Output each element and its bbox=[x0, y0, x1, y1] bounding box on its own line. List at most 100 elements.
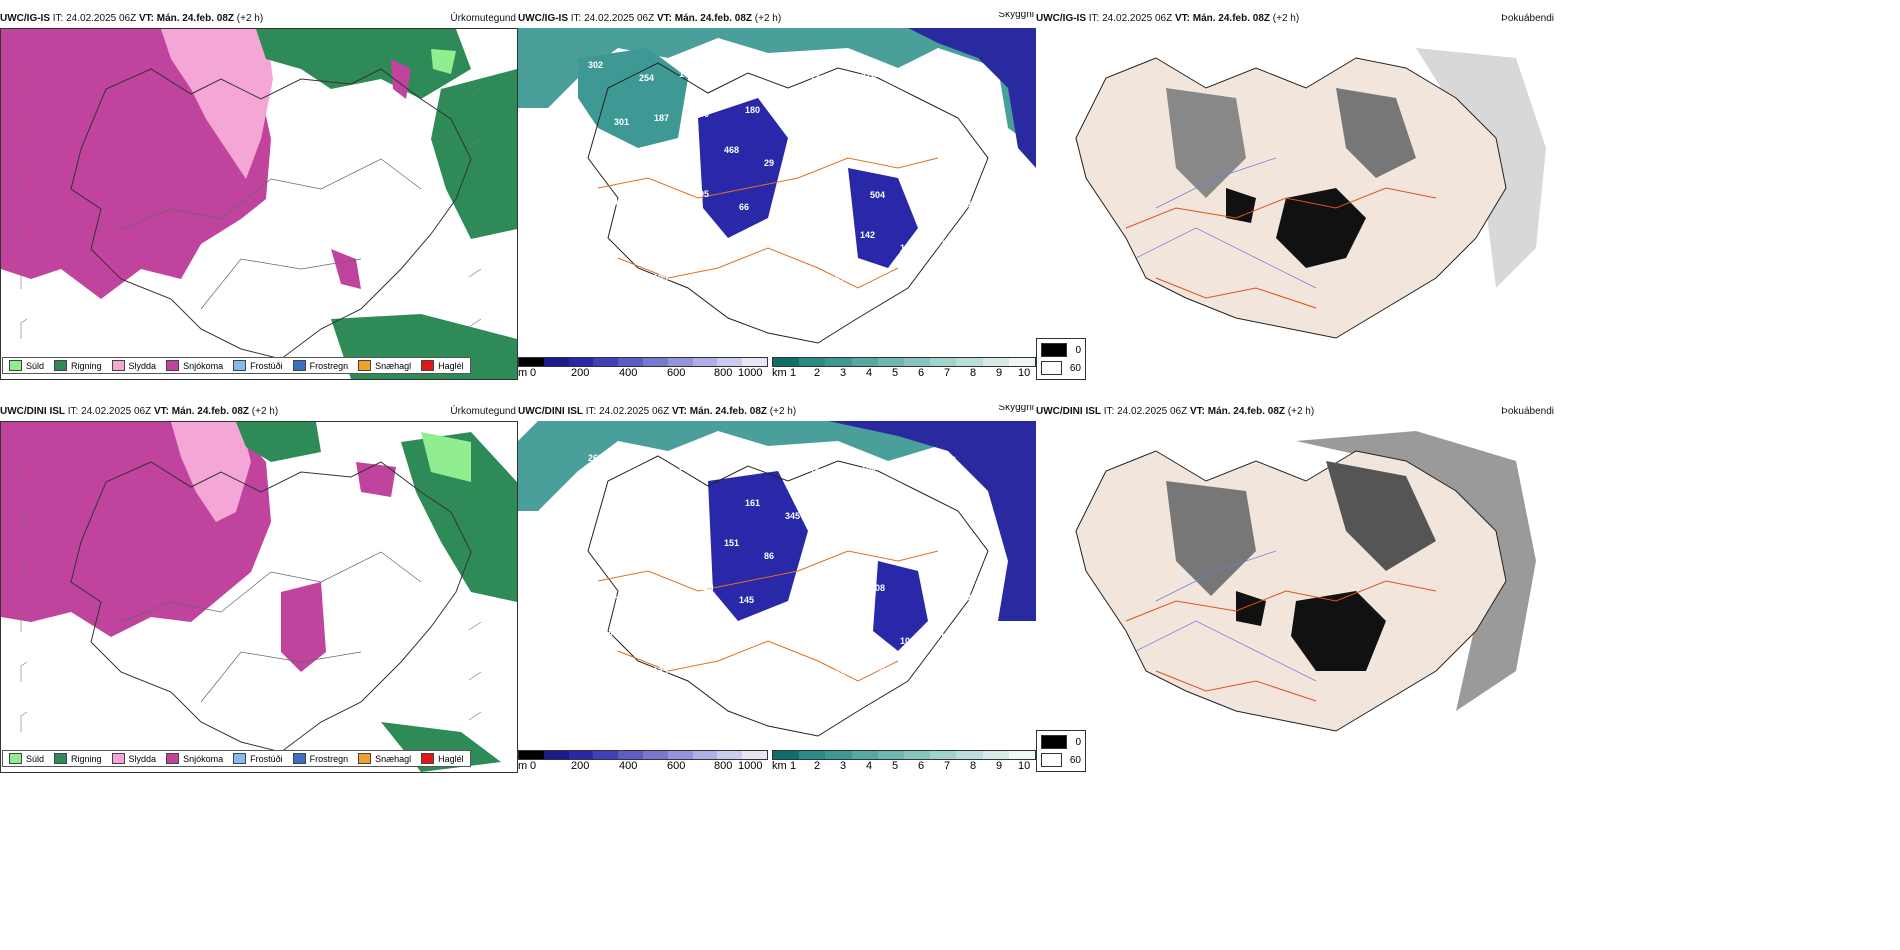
colorbar-tick: 9 bbox=[996, 367, 1003, 379]
elevation-label: 30 bbox=[876, 110, 886, 120]
init-time: 24.02.2025 06Z bbox=[1117, 406, 1188, 417]
colorbar-tick: 4 bbox=[866, 367, 873, 379]
elevation-label: 88 bbox=[921, 579, 931, 589]
elevation-label: 345 bbox=[785, 511, 800, 521]
elevation-label: 314 bbox=[916, 499, 931, 509]
snow-patch-ne bbox=[356, 462, 396, 497]
colorbar-tick: 600 bbox=[667, 760, 686, 772]
elevation-label: 107 bbox=[638, 233, 653, 243]
panel-title: Skyggni bbox=[998, 12, 1034, 20]
legend-item: Snæhagl bbox=[358, 753, 411, 764]
fog-sea-gradient bbox=[1296, 431, 1536, 711]
panel-top-fog: UWC/IG-IS IT: 24.02.2025 06Z VT: Mán. 24… bbox=[1036, 12, 1556, 382]
elevation-label: 180 bbox=[836, 507, 851, 517]
rain-area-ne bbox=[236, 422, 321, 462]
elevation-label: 583 bbox=[638, 626, 653, 636]
elevation-label: 136 bbox=[900, 243, 915, 253]
elevation-label: 144 bbox=[659, 586, 674, 596]
visibility-labels: 263 165 595 212 449 199 186 190 176 428 513 502 161 3… bbox=[588, 453, 977, 689]
elevation-label: 173 bbox=[810, 74, 825, 84]
precip-type-map bbox=[0, 28, 518, 380]
elevation-label: 122 bbox=[684, 149, 699, 159]
fog-map bbox=[1036, 421, 1556, 771]
vt-label: VT: bbox=[138, 13, 154, 24]
colorbar-tick: 0 bbox=[530, 367, 537, 379]
elevation-label: 190 bbox=[901, 459, 916, 469]
elevation-label: 101 bbox=[946, 159, 961, 169]
elevation-label: 161 bbox=[790, 591, 805, 601]
visibility-map: 302 254 148 184 288 173 472 326 168 301 187 150 180 1… bbox=[518, 28, 1036, 348]
elevation-label: 254 bbox=[639, 73, 654, 83]
elevation-label: 129 bbox=[785, 118, 800, 128]
elevation-label: 108 bbox=[870, 583, 885, 593]
elevation-label: 511 bbox=[704, 286, 719, 296]
elevation-label: 137 bbox=[593, 157, 608, 167]
coastline bbox=[70, 68, 472, 360]
elevation-label: 93 bbox=[860, 623, 870, 633]
colorbar-tick: 400 bbox=[619, 760, 638, 772]
model-name: UWC/DINI ISL bbox=[518, 406, 583, 417]
elevation-label: 449 bbox=[770, 454, 785, 464]
legend-label: Snæhagl bbox=[375, 753, 412, 764]
model-name: UWC/IG-IS bbox=[518, 13, 568, 24]
valid-time: Mán. 24.feb. 08Z bbox=[171, 406, 249, 417]
vt-label: VT: bbox=[153, 406, 169, 417]
visibility-nw-low bbox=[578, 48, 688, 148]
elevation-label: 329 bbox=[704, 679, 719, 689]
it-label: IT: bbox=[1088, 13, 1100, 24]
elevation-label: 185 bbox=[961, 199, 976, 209]
elevation-label: 70 bbox=[916, 106, 926, 116]
init-time: 24.02.2025 06Z bbox=[1102, 13, 1173, 24]
coastline bbox=[70, 461, 472, 753]
legend-swatch bbox=[358, 753, 372, 764]
legend-item: Súld bbox=[9, 360, 44, 371]
roads bbox=[120, 551, 422, 703]
rain-area-e bbox=[401, 432, 517, 602]
visibility-labels: 302 254 148 184 288 173 472 326 168 301 187 150 180 1… bbox=[588, 60, 982, 296]
panel-bottom-visibility: UWC/DINI ISL IT: 24.02.2025 06Z VT: Mán.… bbox=[518, 405, 1036, 775]
fog-legend-label: 60 bbox=[1069, 754, 1081, 766]
legend-swatch bbox=[421, 360, 435, 371]
colorbar-unit: km bbox=[772, 367, 787, 379]
legend-swatch bbox=[233, 753, 247, 764]
elevation-label: 184 bbox=[730, 65, 745, 75]
panel-header: UWC/IG-IS IT: 24.02.2025 06Z VT: Mán. 24… bbox=[518, 12, 1036, 26]
visibility-sea-field bbox=[518, 28, 1036, 148]
colorbar-strip bbox=[518, 357, 768, 367]
lead-time: (+2 h) bbox=[754, 13, 782, 24]
elevation-label: 168 bbox=[941, 62, 956, 72]
elevation-label: 111 bbox=[815, 154, 829, 164]
colorbar-tick: 800 bbox=[714, 760, 733, 772]
fog-gray-band bbox=[1326, 461, 1436, 571]
elevation-label: 148 bbox=[679, 69, 694, 79]
roads bbox=[597, 157, 939, 289]
it-label: IT: bbox=[1103, 406, 1115, 417]
legend-item: Frostúði bbox=[233, 360, 283, 371]
legend-label: Súld bbox=[26, 360, 45, 371]
fog-legend-top: 0 60 bbox=[1036, 338, 1086, 380]
visibility-central-low bbox=[698, 98, 788, 238]
panel-top-visibility: UWC/IG-IS IT: 24.02.2025 06Z VT: Mán. 24… bbox=[518, 12, 1036, 382]
elevation-label: 118 bbox=[830, 194, 845, 204]
valid-time: Mán. 24.feb. 08Z bbox=[1207, 406, 1285, 417]
colorbar-tick: 1 bbox=[790, 367, 797, 379]
legend-swatch bbox=[358, 360, 372, 371]
elevation-label: 103 bbox=[906, 539, 921, 549]
elevation-label: 107 bbox=[855, 150, 870, 160]
elevation-label: 151 bbox=[724, 538, 739, 548]
colorbar-tick: 5 bbox=[892, 367, 899, 379]
legend-item: Haglél bbox=[421, 753, 464, 764]
precip-type-map bbox=[0, 421, 518, 773]
panel-title: Þokuábendi bbox=[1501, 13, 1554, 24]
colorbar-tick: 5 bbox=[892, 760, 899, 772]
colorbar-tick: 10 bbox=[1018, 760, 1031, 772]
visibility-map: 263 165 595 212 449 199 186 190 176 428 513 502 161 3… bbox=[518, 421, 1036, 741]
roads bbox=[1125, 580, 1437, 702]
sleet-area bbox=[171, 422, 251, 522]
elevation-label: 188 bbox=[921, 186, 936, 196]
colorbar-tick: 7 bbox=[944, 367, 951, 379]
legend-swatch bbox=[54, 360, 68, 371]
legend-item: Snjókoma bbox=[166, 753, 223, 764]
elevation-label: 288 bbox=[770, 61, 785, 71]
model-name: UWC/IG-IS bbox=[1036, 13, 1086, 24]
